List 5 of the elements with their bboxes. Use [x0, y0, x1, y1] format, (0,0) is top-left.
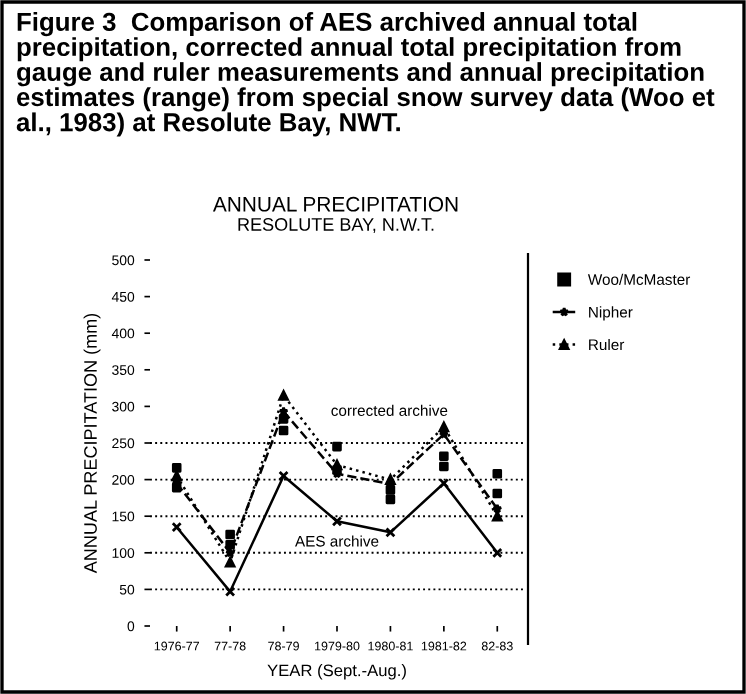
- caption: Figure 3 Comparison of AES archived annual total precipitation, corrected annual total precipitation from gauge and ruler measurements and annual precipitation estimates (range) from special snow survey data (Woo et al., 1983) at Resolute Bay, NWT.: [16, 12, 715, 137]
- chart-subtitle: RESOLUTE BAY, N.W.T.: [238, 218, 434, 233]
- chart-title: ANNUAL PRECIPITATION: [212, 196, 458, 212]
- y-axis-title: ANNUAL PRECIPITATION (mm): [83, 313, 101, 574]
- x-axis-title: YEAR (Sept.-Aug.): [267, 664, 406, 680]
